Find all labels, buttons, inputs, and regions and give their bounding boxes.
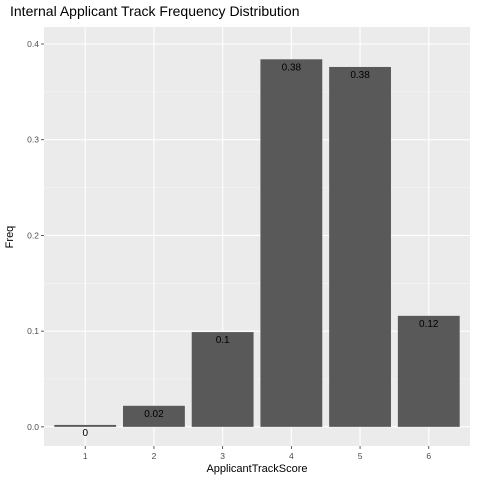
data-labels: 0 0.02 0.1 0.38 0.38 0.12 [82,62,438,439]
bar-4 [260,59,323,427]
x-tick-label: 4 [289,451,294,461]
x-tick-label: 5 [358,451,363,461]
data-label-6: 0.12 [419,319,439,330]
y-axis: 0.0 0.1 0.2 0.3 0.4 [27,39,44,432]
bar-5 [329,66,391,427]
bar-3 [191,332,254,427]
bar-1 [54,424,117,427]
data-label-5: 0.38 [350,70,370,81]
chart-title: Internal Applicant Track Frequency Distr… [10,3,299,19]
x-axis: 1 2 3 4 5 6 [83,446,431,461]
y-tick-label: 0.0 [27,422,39,432]
data-label-3: 0.1 [216,335,230,346]
bars [54,59,460,427]
data-label-4: 0.38 [282,62,302,73]
y-tick-label: 0.4 [27,39,39,49]
bar-6 [397,315,460,427]
x-tick-label: 1 [83,451,88,461]
y-axis-title: Freq [4,226,16,249]
bar-2 [123,405,185,427]
x-tick-label: 2 [152,451,157,461]
y-tick-label: 0.2 [27,230,39,240]
data-label-2: 0.02 [144,409,164,420]
x-axis-title: ApplicantTrackScore [206,463,307,475]
y-tick-label: 0.1 [27,326,39,336]
data-label-1: 0 [82,428,88,439]
x-tick-label: 6 [426,451,431,461]
y-tick-label: 0.3 [27,135,39,145]
x-tick-label: 3 [220,451,225,461]
